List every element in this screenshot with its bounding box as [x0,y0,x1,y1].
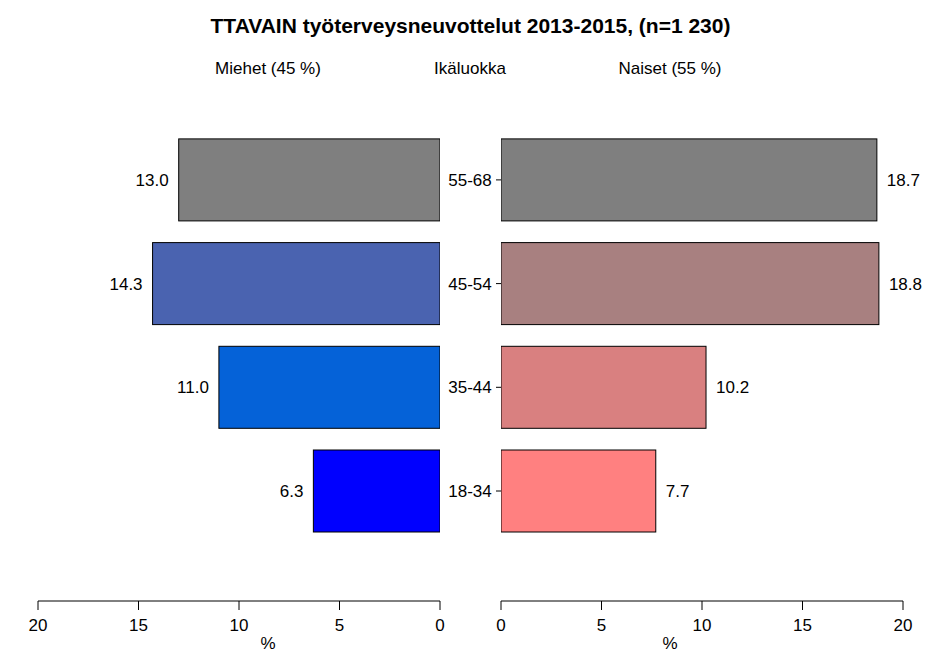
x-tick-label: 10 [230,616,249,635]
data-label: 18.7 [887,171,920,190]
data-label: 14.3 [109,275,142,294]
x-tick [903,601,904,610]
series-name: Miehet (45 %) [215,59,321,78]
x-tick [702,601,703,610]
category-tick [496,491,501,492]
x-tick-label: 20 [894,616,913,635]
bar [501,243,879,325]
bar [501,450,656,532]
category-axis-label: Ikäluokka [434,59,506,78]
bar [219,346,440,428]
bar [179,139,440,221]
bar [501,346,706,428]
x-tick-label: 0 [496,616,505,635]
data-label: 11.0 [177,378,209,397]
x-tick [38,601,39,610]
data-label: 10.2 [716,378,749,397]
category-label: 55-68 [448,171,491,190]
chart: TTAVAIN työterveysneuvottelut 2013-2015,… [0,0,941,672]
x-tick-label: 5 [597,616,606,635]
bars [501,139,879,532]
category-label: 18-34 [448,482,491,501]
category-label: 45-54 [448,275,491,294]
x-tick-label: 20 [29,616,48,635]
bar [313,450,440,532]
x-tick [239,601,240,610]
category-label: 35-44 [448,378,491,397]
category-tick [496,283,501,284]
x-tick-label: 0 [435,616,444,635]
title: TTAVAIN työterveysneuvottelut 2013-2015,… [211,14,731,37]
x-axis-label: % [662,634,677,653]
data-label: 18.8 [889,275,922,294]
bar [501,139,877,221]
x-tick [501,601,502,610]
x-tick-label: 10 [693,616,712,635]
x-tick [440,601,441,610]
x-tick [601,601,602,610]
bars [153,139,440,532]
x-tick [138,601,139,610]
data-label: 13.0 [136,171,169,190]
x-tick-label: 15 [793,616,812,635]
bar [153,243,440,325]
x-tick-label: 5 [335,616,344,635]
series-name: Naiset (55 %) [619,59,722,78]
x-axis-label: % [260,634,275,653]
category-tick [496,179,501,180]
data-label: 7.7 [666,482,690,501]
category-tick [496,387,501,388]
data-label: 6.3 [280,482,304,501]
x-tick [802,601,803,610]
x-tick [339,601,340,610]
x-tick-label: 15 [129,616,148,635]
